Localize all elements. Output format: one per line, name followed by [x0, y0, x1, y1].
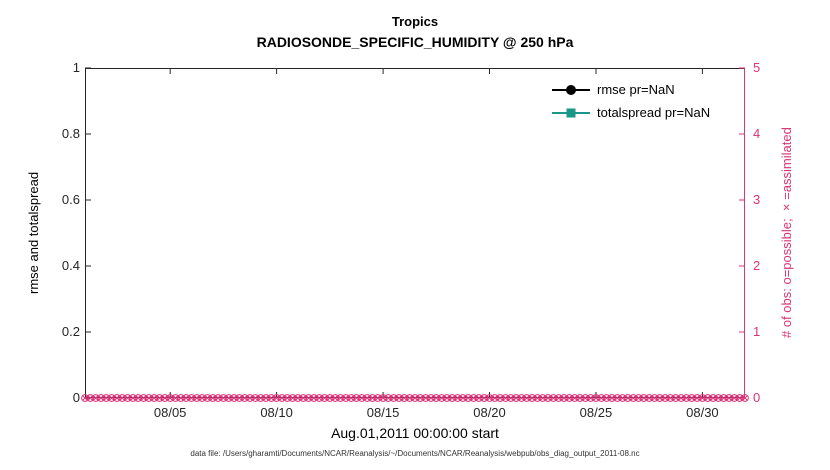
totalspread-line-swatch: [552, 108, 590, 117]
left-axis-tick-label: 0.6: [61, 192, 80, 207]
x-axis-tick-label: 08/05: [153, 405, 187, 420]
right-axis-tick-label: 4: [753, 126, 761, 141]
x-axis-tick-label: 08/15: [366, 405, 400, 420]
chart-subtitle: RADIOSONDE_SPECIFIC_HUMIDITY @ 250 hPa: [256, 34, 574, 50]
data-file-caption: data file: /Users/gharamti/Documents/NCA…: [190, 449, 640, 458]
left-axis-tick-label: 0.4: [61, 258, 80, 273]
right-axis-tick-label: 1: [753, 324, 761, 339]
left-axis-tick-label: 0.2: [61, 324, 80, 339]
legend-entry-rmse: rmse pr=NaN: [552, 78, 710, 101]
right-axis-tick-label: 2: [753, 258, 761, 273]
rmse-circle-marker: [566, 84, 576, 95]
legend-label-rmse: rmse pr=NaN: [597, 82, 675, 97]
x-axis-label: Aug.01,2011 00:00:00 start: [331, 425, 499, 441]
legend-label-totalspread: totalspread pr=NaN: [597, 105, 711, 120]
plot-canvas: [81, 67, 749, 402]
left-axis-tick-label: 0: [72, 390, 80, 405]
rmse-line-swatch: [552, 84, 590, 95]
chart-title: Tropics: [391, 14, 439, 29]
x-axis-tick-label: 08/25: [579, 405, 613, 420]
plot-area: [85, 68, 745, 398]
x-axis-tick-label: 08/10: [260, 405, 293, 420]
right-axis-tick-label: 3: [753, 192, 761, 207]
right-axis-tick-label: 0: [753, 390, 761, 405]
legend: rmse pr=NaN totalspread pr=NaN: [552, 78, 710, 124]
legend-entry-totalspread: totalspread pr=NaN: [552, 101, 710, 124]
left-axis-tick-label: 0.8: [61, 126, 80, 141]
x-axis-tick-label: 08/20: [473, 405, 506, 420]
x-axis-tick-label: 08/30: [686, 405, 719, 420]
left-y-axis-label: rmse and totalspread: [26, 171, 41, 295]
right-y-axis-label: # of obs: o=possible; ×=assimilated: [779, 127, 794, 339]
left-axis-tick-label: 1: [72, 60, 80, 75]
totalspread-square-marker: [566, 108, 576, 117]
right-axis-tick-label: 5: [753, 60, 761, 75]
